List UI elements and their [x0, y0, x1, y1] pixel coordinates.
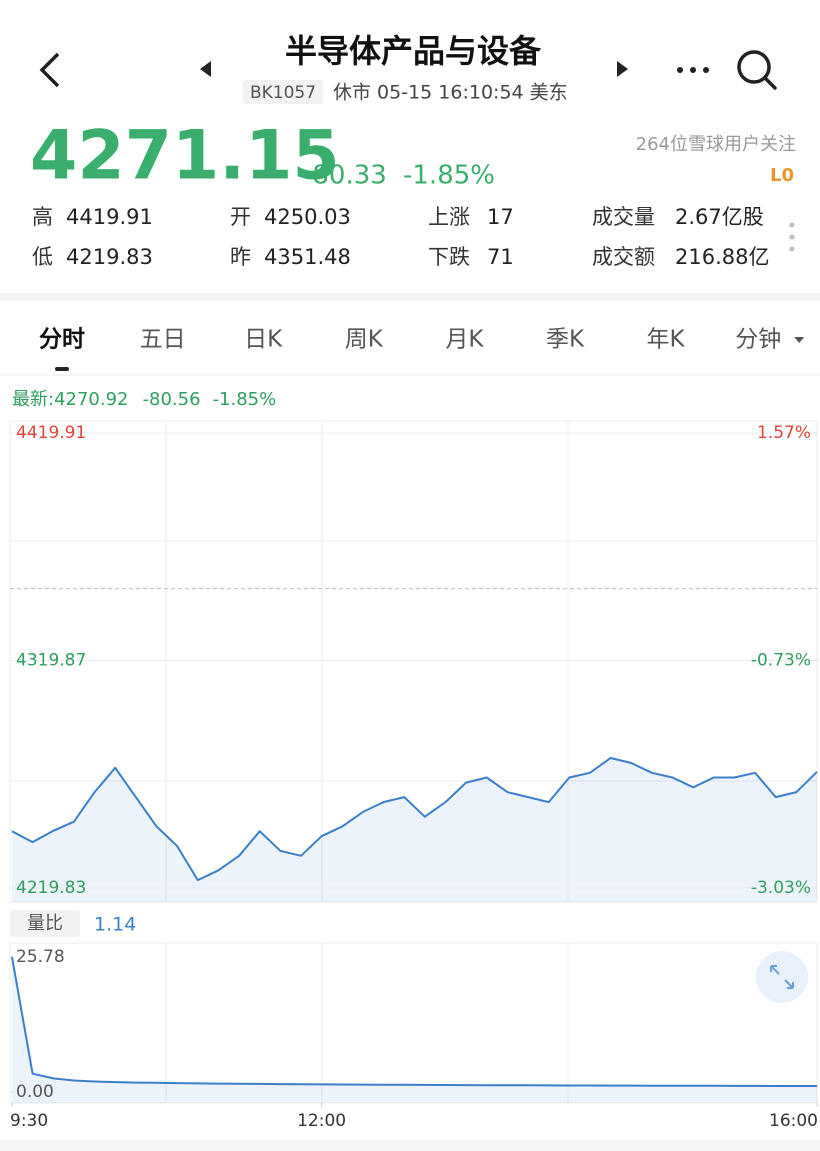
- y2-tick-label: 1.57%: [757, 423, 811, 443]
- y-tick-label: 0.00: [16, 1082, 54, 1102]
- tab[interactable]: 年K: [647, 327, 686, 353]
- stat-label: 低: [32, 245, 53, 269]
- stat-value: 4250.03: [264, 205, 351, 229]
- stat-value: 4419.91: [66, 205, 153, 229]
- area-shade: [12, 957, 817, 1103]
- stat-label: 昨: [230, 245, 251, 269]
- tab[interactable]: 月K: [445, 327, 484, 353]
- volume-ratio-title: 量比: [27, 913, 63, 934]
- stats-more[interactable]: [789, 222, 795, 252]
- series-line: [11, 757, 818, 882]
- y2-tick-label: -3.03%: [751, 878, 811, 898]
- stat-label: 开: [230, 205, 251, 229]
- stat-value: 71: [487, 245, 514, 269]
- next-button[interactable]: [617, 61, 628, 77]
- y2-tick-label: -0.73%: [751, 651, 811, 671]
- tab[interactable]: 日K: [244, 327, 283, 353]
- stat-label: 成交量: [592, 205, 655, 229]
- latest-row: 最新:4270.92 -80.56 -1.85%: [12, 389, 276, 410]
- section-divider: [0, 293, 820, 301]
- x-tick-label: 16:00: [769, 1111, 818, 1131]
- expand-bg: [756, 951, 808, 1003]
- market-status: 休市 05-15 16:10:54 美东: [333, 82, 568, 104]
- y-tick-label: 4219.83: [16, 878, 86, 898]
- tab[interactable]: 五日: [140, 327, 186, 353]
- tab[interactable]: 季K: [546, 327, 585, 353]
- level-badge: L0: [770, 165, 794, 186]
- more-button[interactable]: [677, 67, 709, 73]
- expand-button[interactable]: [756, 951, 808, 1003]
- followers: 264位雪球用户关注: [636, 134, 796, 155]
- last-price: 4271.15: [30, 117, 340, 196]
- volume-ratio-current: 1.14: [94, 914, 136, 936]
- price-chart-frame: [9, 420, 818, 903]
- tab-bar: 分时 五日 日K 周K 月K 季K 年K 分钟: [39, 327, 805, 371]
- stat-value: 4219.83: [66, 245, 153, 269]
- tab[interactable]: 分时: [39, 327, 85, 353]
- y-tick-label: 4319.87: [16, 651, 86, 671]
- y-tick-label: 4419.91: [16, 423, 86, 443]
- tab[interactable]: 分钟: [735, 327, 781, 353]
- stat-label: 上涨: [428, 205, 470, 229]
- tab-dropdown-arrow: [794, 337, 805, 343]
- price-change-pct: -1.85%: [403, 161, 495, 191]
- code-badge: [243, 80, 323, 104]
- search-button[interactable]: [737, 50, 777, 90]
- search-lens: [737, 50, 771, 84]
- bottom-divider: [0, 1140, 820, 1151]
- latest-value: 4270.92: [54, 389, 128, 410]
- dot: [703, 67, 709, 73]
- volume-chart-frame: [9, 942, 818, 1104]
- tab[interactable]: 周K: [345, 327, 384, 353]
- dot: [789, 222, 795, 228]
- prev-button[interactable]: [200, 61, 211, 77]
- tab-indicator: [55, 367, 69, 371]
- price-chart: 4419.91 4319.87 4219.83 1.57% -0.73% -3.03%: [10, 423, 818, 902]
- stat-value: 4351.48: [264, 245, 351, 269]
- dot: [789, 246, 795, 252]
- dot: [677, 67, 683, 73]
- price-change: -80.33: [303, 161, 387, 191]
- stat-value: 216.88亿: [675, 245, 769, 269]
- x-tick-label: 12:00: [297, 1111, 346, 1131]
- stat-label: 高: [32, 205, 53, 229]
- volume-chart: 25.78 0.00 9:30 12:00 16:00: [10, 947, 818, 1131]
- dot: [690, 67, 696, 73]
- latest-change: -80.56: [143, 389, 201, 410]
- series-line: [11, 956, 817, 1087]
- stock-code: BK1057: [250, 83, 316, 103]
- page-title: 半导体产品与设备: [285, 32, 542, 70]
- x-tick-label: 9:30: [10, 1111, 48, 1131]
- area-shade: [12, 758, 817, 902]
- stat-value: 17: [487, 205, 514, 229]
- stat-label: 成交额: [592, 245, 655, 269]
- latest-change-pct: -1.85%: [213, 389, 277, 410]
- stat-value: 2.67亿股: [675, 205, 764, 229]
- volume-ratio-badge: [10, 910, 80, 937]
- stat-label: 下跌: [428, 245, 470, 269]
- search-handle: [763, 76, 777, 90]
- back-button[interactable]: [39, 52, 60, 88]
- expand-icon: [770, 965, 794, 989]
- y-tick-label: 25.78: [16, 947, 65, 967]
- latest-label: 最新:: [12, 389, 54, 410]
- dot: [789, 234, 795, 240]
